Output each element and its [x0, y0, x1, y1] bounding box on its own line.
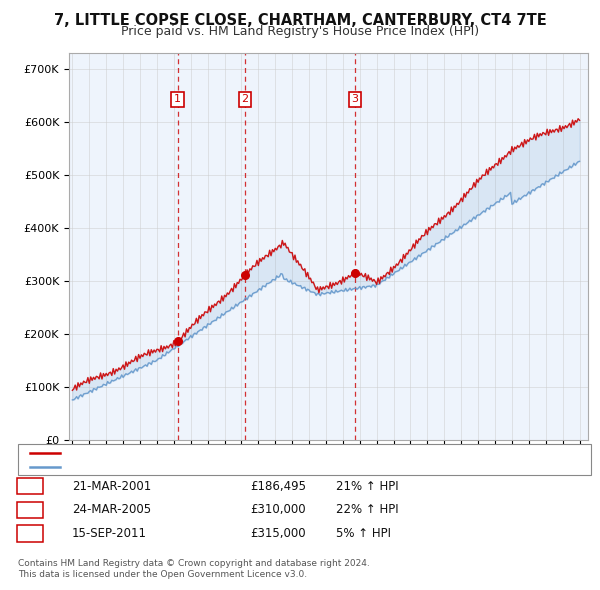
Text: 7, LITTLE COPSE CLOSE, CHARTHAM, CANTERBURY, CT4 7TE (detached house): 7, LITTLE COPSE CLOSE, CHARTHAM, CANTERB… [69, 448, 459, 458]
Text: 1: 1 [174, 94, 181, 104]
Text: HPI: Average price, detached house, Canterbury: HPI: Average price, detached house, Cant… [69, 461, 310, 471]
Text: 22% ↑ HPI: 22% ↑ HPI [336, 503, 398, 516]
Text: 3: 3 [352, 94, 359, 104]
Text: 21% ↑ HPI: 21% ↑ HPI [336, 480, 398, 493]
Text: 24-MAR-2005: 24-MAR-2005 [72, 503, 151, 516]
Text: Contains HM Land Registry data © Crown copyright and database right 2024.: Contains HM Land Registry data © Crown c… [18, 559, 370, 568]
Text: 5% ↑ HPI: 5% ↑ HPI [336, 527, 391, 540]
Text: 7, LITTLE COPSE CLOSE, CHARTHAM, CANTERBURY, CT4 7TE: 7, LITTLE COPSE CLOSE, CHARTHAM, CANTERB… [53, 13, 547, 28]
Text: 2: 2 [242, 94, 249, 104]
Text: 3: 3 [26, 527, 34, 540]
Text: This data is licensed under the Open Government Licence v3.0.: This data is licensed under the Open Gov… [18, 571, 307, 579]
Text: £186,495: £186,495 [250, 480, 306, 493]
Text: 15-SEP-2011: 15-SEP-2011 [72, 527, 147, 540]
Text: £310,000: £310,000 [250, 503, 306, 516]
Text: Price paid vs. HM Land Registry's House Price Index (HPI): Price paid vs. HM Land Registry's House … [121, 25, 479, 38]
Text: 21-MAR-2001: 21-MAR-2001 [72, 480, 151, 493]
Text: 2: 2 [26, 503, 34, 516]
Text: 1: 1 [26, 480, 34, 493]
Text: £315,000: £315,000 [250, 527, 306, 540]
